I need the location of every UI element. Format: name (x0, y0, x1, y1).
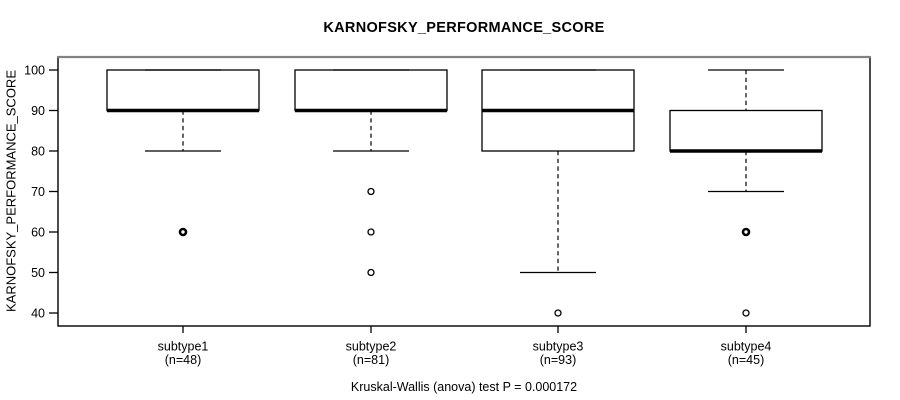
box-iqr (669, 109, 823, 152)
x-category-label: subtype3 (533, 340, 584, 354)
y-tick-label: 90 (31, 104, 45, 118)
box-iqr (294, 69, 448, 112)
outlier-point (367, 228, 375, 236)
outlier-point (741, 227, 751, 237)
x-category-n: (n=93) (540, 353, 576, 367)
y-tick-label: 50 (31, 266, 45, 280)
x-category-n: (n=48) (165, 353, 201, 367)
outlier-point (367, 187, 375, 196)
x-category-n: (n=81) (353, 353, 389, 367)
outlier-point (367, 268, 375, 277)
y-tick-label: 70 (31, 185, 45, 199)
y-tick-label: 80 (31, 145, 45, 159)
box-iqr (106, 69, 260, 112)
outlier-point (742, 309, 750, 317)
x-category-n: (n=45) (728, 353, 764, 367)
y-tick-label: 100 (24, 64, 45, 78)
y-tick-label: 60 (31, 226, 45, 240)
stats-caption: Kruskal-Wallis (anova) test P = 0.000172 (350, 380, 578, 394)
outlier-point (554, 309, 562, 317)
x-category-label: subtype4 (721, 340, 772, 354)
x-category-label: subtype2 (346, 340, 397, 354)
outlier-point (178, 227, 188, 237)
chart-title: KARNOFSKY_PERFORMANCE_SCORE (323, 20, 605, 36)
x-category-label: subtype1 (158, 340, 209, 354)
y-tick-label: 40 (31, 307, 45, 321)
